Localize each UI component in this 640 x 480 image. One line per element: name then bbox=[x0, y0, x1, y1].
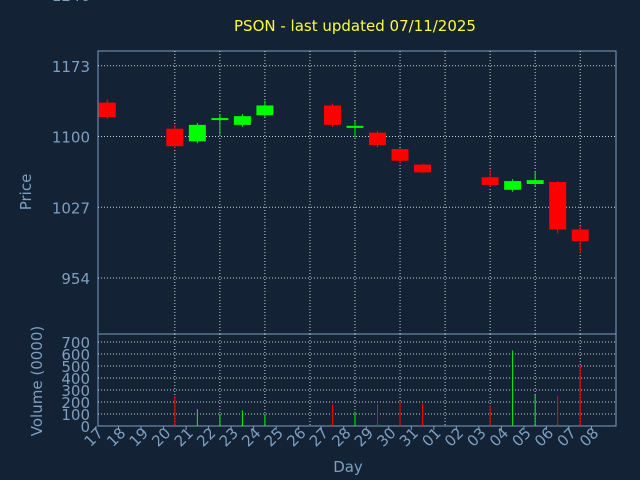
candle-body bbox=[233, 116, 251, 125]
candle-body bbox=[369, 132, 387, 146]
price-tick-label: 1246 bbox=[52, 0, 90, 5]
x-axis-label: Day bbox=[333, 458, 363, 476]
price-frame bbox=[97, 50, 617, 335]
volume-tick-label: 400 bbox=[61, 370, 90, 388]
volume-axis-label: Volume (0000) bbox=[28, 326, 46, 436]
volume-panel: 0100200300400500600700171819202122232425… bbox=[61, 333, 617, 450]
volume-tick-label: 0 bbox=[80, 418, 90, 436]
price-tick-label: 1173 bbox=[52, 58, 90, 76]
x-tick-label: 08 bbox=[576, 424, 602, 450]
candle-body bbox=[211, 118, 229, 121]
price-tick-label: 1100 bbox=[52, 129, 90, 147]
candle-body bbox=[549, 182, 567, 230]
candle-body bbox=[166, 128, 184, 147]
price-axis-label: Price bbox=[17, 174, 35, 211]
volume-tick-label: 300 bbox=[61, 382, 90, 400]
chart-title: PSON - last updated 07/11/2025 bbox=[234, 17, 476, 35]
candle-body bbox=[504, 181, 522, 190]
candle-body bbox=[256, 105, 274, 116]
candle-body bbox=[571, 229, 589, 242]
candle-body bbox=[346, 125, 364, 128]
candle-body bbox=[98, 102, 116, 118]
volume-tick-label: 200 bbox=[61, 394, 90, 412]
volume-tick-label: 600 bbox=[61, 346, 90, 364]
candle-body bbox=[323, 105, 341, 125]
volume-tick-label: 500 bbox=[61, 358, 90, 376]
volume-tick-label: 700 bbox=[61, 334, 90, 352]
candle-body bbox=[414, 164, 432, 173]
price-tick-label: 1027 bbox=[52, 199, 90, 217]
candle-body bbox=[526, 180, 544, 184]
volume-tick-label: 100 bbox=[61, 406, 90, 424]
price-tick-label: 954 bbox=[61, 270, 90, 288]
candle-body bbox=[391, 149, 409, 161]
candle-body bbox=[481, 177, 499, 185]
volume-frame bbox=[97, 333, 617, 427]
price-panel: 954 1027 1100 1173 1246 bbox=[52, 0, 617, 335]
candle-body bbox=[188, 124, 206, 142]
